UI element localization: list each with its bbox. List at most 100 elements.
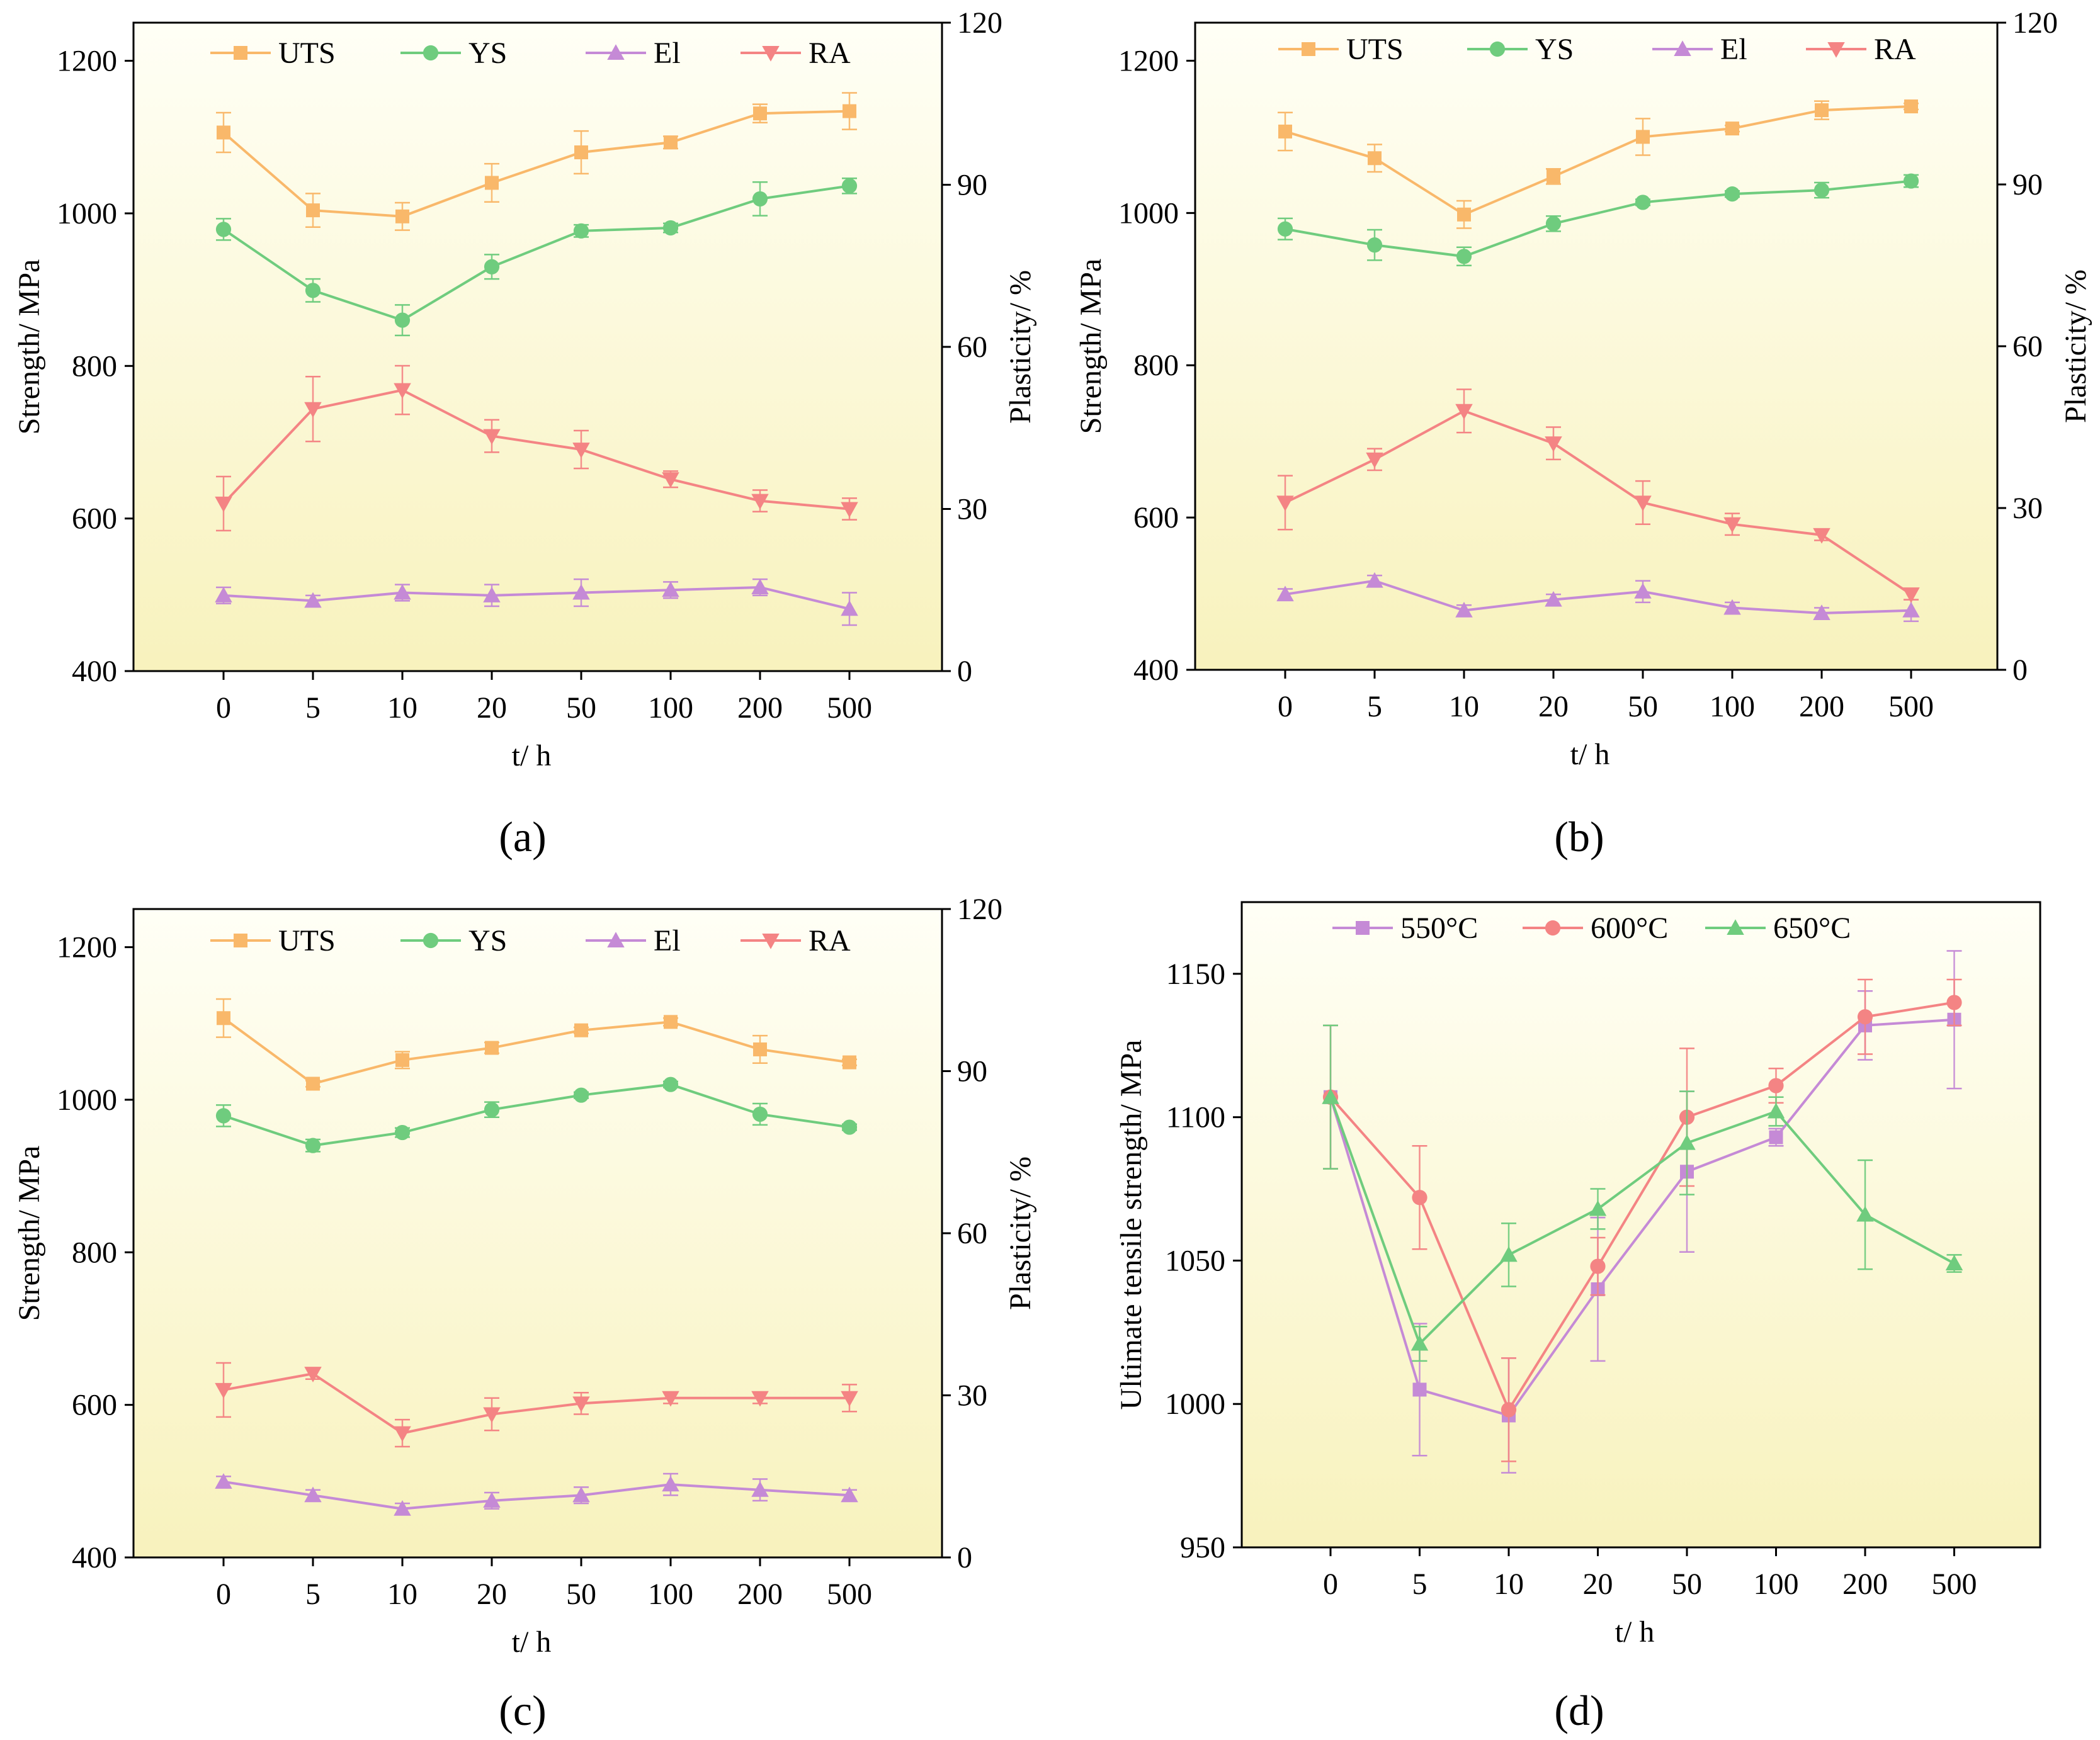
legend-label: 600°C (1591, 912, 1668, 945)
x-tick-label: 100 (648, 691, 693, 725)
chart-panel-d: 950 1000 1050 1100 1150 0 5 10 20 50 100 200 500 t/ h… (1115, 901, 2041, 1734)
legend-label: 650°C (1773, 912, 1851, 945)
x-tick-label: 200 (1842, 1568, 1888, 1601)
data-point (1545, 216, 1562, 232)
data-point (1368, 151, 1382, 166)
x-tick-label: 10 (387, 1578, 417, 1611)
data-point (841, 1119, 858, 1135)
data-point (484, 1102, 500, 1117)
x-tick-label: 0 (216, 1578, 231, 1611)
series-el (215, 578, 858, 626)
data-point (395, 209, 409, 223)
y-axis-title-left: Strength/ MPa (13, 1146, 46, 1321)
y-tick-label-left: 800 (1133, 349, 1179, 382)
series-ys (215, 177, 858, 337)
y-tick-label-left: 400 (1133, 653, 1179, 687)
data-point (1589, 1200, 1607, 1216)
data-point (841, 502, 858, 518)
data-point (304, 1367, 322, 1382)
data-point (1815, 103, 1829, 118)
plot-area (133, 23, 942, 671)
x-tick-label: 100 (1710, 690, 1755, 723)
data-point (751, 579, 769, 594)
x-tick-label: 200 (737, 1578, 783, 1611)
panel-caption: (c) (499, 1686, 546, 1734)
data-point (394, 1500, 411, 1516)
data-point (1276, 495, 1294, 512)
legend-marker (762, 46, 780, 62)
data-point (1634, 495, 1652, 512)
y-axis-title: Ultimate tensile strength/ MPa (1115, 1040, 1148, 1410)
data-point (841, 178, 858, 194)
x-tick-label: 20 (1583, 1568, 1613, 1601)
series-line (1329, 1018, 1955, 1417)
x-axis-title: t/ h (1570, 738, 1610, 771)
y-tick-label-left: 800 (72, 349, 117, 383)
legend: UTS YS El RA (210, 924, 851, 958)
data-point (1277, 221, 1293, 237)
data-point (1634, 583, 1652, 599)
y-tick-label-right: 90 (2012, 168, 2043, 201)
data-point (1278, 124, 1292, 138)
data-point (305, 283, 321, 298)
series-ra (215, 1362, 858, 1448)
legend-label: UTS (278, 924, 336, 958)
x-tick-label: 100 (648, 1578, 693, 1611)
data-point (572, 443, 590, 458)
series-uts (216, 92, 857, 231)
x-tick-label: 20 (477, 691, 507, 725)
y-axis-title-right: Plasticity/ % (2059, 269, 2092, 423)
y-tick-label-left: 1050 (1165, 1244, 1225, 1277)
data-point (394, 1426, 411, 1442)
data-point (841, 600, 858, 616)
legend-marker (1545, 920, 1561, 936)
data-point (304, 592, 322, 608)
series-line (223, 585, 850, 611)
data-point (1635, 195, 1651, 210)
data-point (304, 402, 322, 418)
data-point (662, 1391, 679, 1407)
data-point (662, 581, 679, 597)
data-point (751, 1391, 769, 1407)
data-point (572, 1396, 590, 1413)
legend: UTS YS El RA (1278, 33, 1916, 66)
x-tick-label: 50 (1672, 1568, 1702, 1601)
data-point (484, 259, 500, 274)
y-tick-label-right: 120 (2012, 6, 2058, 40)
legend: 550°C 600°C 650°C (1332, 912, 1851, 945)
plot-area (133, 909, 942, 1557)
series-ra (215, 364, 858, 532)
series-ys (215, 1076, 858, 1153)
data-point (1455, 404, 1473, 420)
legend-marker (234, 934, 247, 947)
panel-caption: (d) (1554, 1686, 1604, 1734)
legend-label: RA (1874, 33, 1916, 66)
y-tick-label-right: 0 (2012, 653, 2028, 687)
y-tick-label-left: 1200 (57, 931, 117, 964)
data-point (483, 1492, 501, 1508)
data-point (752, 1106, 768, 1122)
data-point (394, 383, 411, 399)
x-tick-label: 5 (1412, 1568, 1427, 1601)
y-tick-label-right: 30 (957, 493, 987, 526)
data-point (483, 587, 501, 602)
y-tick-label-left: 1200 (57, 45, 117, 78)
data-point (662, 1076, 679, 1092)
y-tick-label-left: 1150 (1166, 958, 1225, 991)
data-point (1547, 169, 1560, 184)
y-tick-label-left: 400 (72, 655, 117, 688)
data-point (1678, 1134, 1696, 1150)
x-tick-label: 50 (566, 1578, 596, 1611)
legend-marker (1674, 40, 1691, 56)
legend: UTS YS El RA (210, 37, 851, 70)
panel-caption: (a) (499, 813, 546, 861)
data-point (1856, 1206, 1874, 1222)
data-point (1366, 572, 1383, 588)
data-point (305, 1138, 321, 1153)
data-point (1366, 237, 1383, 253)
data-point (1500, 1246, 1518, 1262)
x-tick-label: 5 (1367, 690, 1382, 723)
series-line (1285, 179, 1912, 258)
data-point (572, 1486, 590, 1503)
x-tick-label: 10 (1494, 1568, 1524, 1601)
